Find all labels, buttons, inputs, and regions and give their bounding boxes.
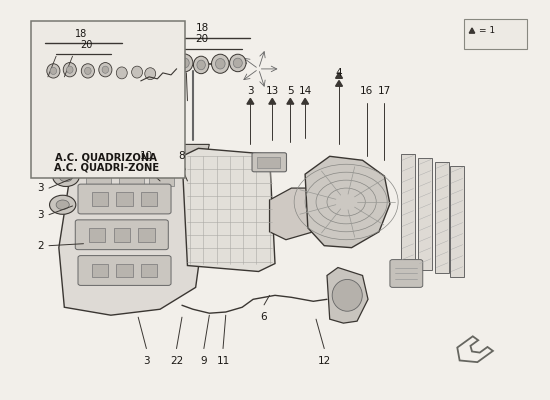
Bar bbox=[141, 192, 157, 206]
Polygon shape bbox=[336, 72, 343, 78]
Text: 2: 2 bbox=[37, 241, 44, 251]
Ellipse shape bbox=[116, 67, 127, 79]
Text: A.C. QUADRIZONA: A.C. QUADRIZONA bbox=[56, 152, 157, 162]
Text: 3: 3 bbox=[143, 356, 150, 366]
Bar bbox=[92, 264, 108, 278]
Text: 12: 12 bbox=[318, 356, 331, 366]
Polygon shape bbox=[143, 164, 150, 170]
Polygon shape bbox=[86, 168, 111, 190]
Polygon shape bbox=[436, 162, 449, 274]
Bar bbox=[138, 228, 155, 242]
Ellipse shape bbox=[212, 54, 229, 73]
Polygon shape bbox=[182, 148, 275, 272]
Text: 17: 17 bbox=[378, 86, 391, 96]
Text: 18: 18 bbox=[196, 23, 209, 33]
Text: 5: 5 bbox=[287, 86, 294, 96]
Bar bbox=[257, 158, 280, 168]
Polygon shape bbox=[247, 98, 254, 104]
Ellipse shape bbox=[102, 66, 109, 73]
Circle shape bbox=[50, 195, 76, 214]
Polygon shape bbox=[327, 268, 368, 323]
Text: A.C. QUADRI-ZONE: A.C. QUADRI-ZONE bbox=[54, 162, 159, 172]
Ellipse shape bbox=[81, 64, 95, 78]
Polygon shape bbox=[401, 154, 415, 266]
FancyBboxPatch shape bbox=[390, 260, 423, 287]
Ellipse shape bbox=[332, 280, 362, 311]
Circle shape bbox=[53, 168, 79, 186]
Polygon shape bbox=[419, 158, 432, 270]
Text: 3: 3 bbox=[37, 210, 44, 220]
Ellipse shape bbox=[233, 58, 243, 68]
Ellipse shape bbox=[229, 54, 246, 72]
Ellipse shape bbox=[194, 56, 209, 74]
Ellipse shape bbox=[145, 68, 156, 80]
Ellipse shape bbox=[131, 66, 142, 78]
Ellipse shape bbox=[99, 62, 112, 77]
Text: 14: 14 bbox=[299, 86, 312, 96]
Text: = 1: = 1 bbox=[479, 26, 495, 35]
Ellipse shape bbox=[161, 59, 170, 69]
Polygon shape bbox=[149, 164, 174, 186]
Ellipse shape bbox=[180, 58, 189, 68]
Polygon shape bbox=[73, 144, 210, 168]
FancyBboxPatch shape bbox=[78, 256, 171, 286]
Ellipse shape bbox=[47, 64, 60, 78]
Ellipse shape bbox=[177, 54, 193, 72]
Text: 13: 13 bbox=[266, 86, 279, 96]
Circle shape bbox=[56, 200, 69, 210]
Text: 8: 8 bbox=[179, 151, 185, 161]
Text: 18: 18 bbox=[75, 29, 87, 39]
Polygon shape bbox=[336, 80, 343, 86]
Polygon shape bbox=[97, 97, 138, 136]
Polygon shape bbox=[179, 164, 185, 170]
Polygon shape bbox=[450, 166, 464, 278]
Polygon shape bbox=[59, 152, 204, 315]
Text: 3: 3 bbox=[37, 183, 44, 193]
Polygon shape bbox=[287, 98, 294, 104]
Text: 20: 20 bbox=[80, 40, 92, 50]
Bar bbox=[116, 192, 133, 206]
Polygon shape bbox=[269, 98, 276, 104]
Text: 3: 3 bbox=[247, 86, 254, 96]
Bar bbox=[31, 21, 185, 178]
Bar bbox=[92, 192, 108, 206]
FancyBboxPatch shape bbox=[252, 153, 287, 172]
Ellipse shape bbox=[63, 62, 76, 77]
Ellipse shape bbox=[157, 55, 174, 74]
Text: 22: 22 bbox=[170, 356, 183, 366]
Bar bbox=[464, 19, 527, 49]
Polygon shape bbox=[469, 28, 475, 33]
Text: 6: 6 bbox=[261, 312, 267, 322]
Polygon shape bbox=[457, 336, 493, 362]
Ellipse shape bbox=[216, 58, 225, 69]
FancyBboxPatch shape bbox=[75, 220, 168, 250]
Text: 20: 20 bbox=[196, 34, 209, 44]
Polygon shape bbox=[270, 188, 324, 240]
Text: 11: 11 bbox=[216, 356, 230, 366]
Bar bbox=[89, 228, 106, 242]
Bar bbox=[141, 264, 157, 278]
FancyBboxPatch shape bbox=[78, 184, 171, 214]
Ellipse shape bbox=[197, 60, 205, 70]
Text: 4: 4 bbox=[336, 68, 342, 78]
Polygon shape bbox=[305, 156, 390, 248]
Ellipse shape bbox=[67, 66, 73, 73]
Text: 16: 16 bbox=[360, 86, 373, 96]
Bar bbox=[113, 228, 130, 242]
Polygon shape bbox=[301, 98, 309, 104]
Polygon shape bbox=[119, 166, 144, 188]
Text: 9: 9 bbox=[201, 356, 207, 366]
Ellipse shape bbox=[50, 67, 57, 74]
Bar bbox=[116, 264, 133, 278]
Ellipse shape bbox=[85, 67, 91, 74]
Text: 10: 10 bbox=[140, 151, 153, 161]
Circle shape bbox=[59, 172, 73, 182]
